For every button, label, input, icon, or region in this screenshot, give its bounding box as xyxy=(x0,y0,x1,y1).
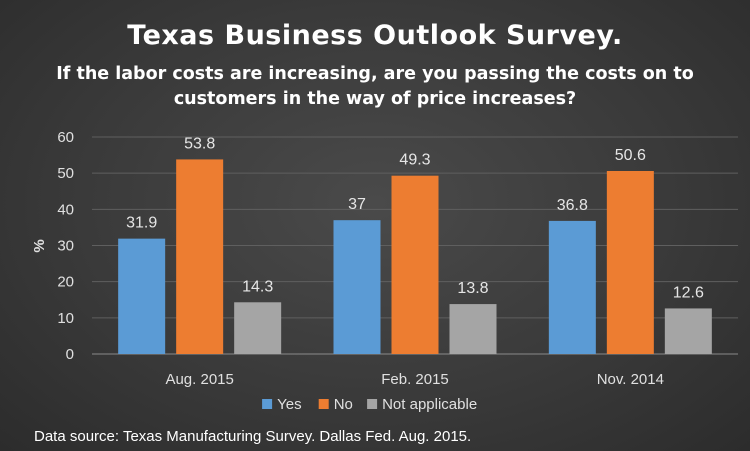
legend-label: Yes xyxy=(277,396,301,413)
chart-title: Texas Business Outlook Survey. xyxy=(127,20,623,51)
y-tick-label: 20 xyxy=(57,274,74,291)
bar-yes xyxy=(118,238,166,354)
chart-subtitle: If the labor costs are increasing, are y… xyxy=(56,64,694,109)
y-tick-label: 30 xyxy=(57,238,74,255)
y-tick-label: 60 xyxy=(57,129,74,146)
data-label: 31.9 xyxy=(126,215,157,232)
data-label: 50.6 xyxy=(615,147,646,164)
y-axis-label: % xyxy=(31,239,48,252)
legend-swatch xyxy=(318,399,329,409)
x-category-label: Aug. 2015 xyxy=(165,371,233,388)
bar-yes xyxy=(333,220,381,354)
y-tick-label: 0 xyxy=(66,346,74,363)
bar-no xyxy=(606,170,654,354)
x-category-label: Nov. 2014 xyxy=(597,371,664,388)
y-tick-label: 50 xyxy=(57,165,74,182)
y-tick-label: 40 xyxy=(57,201,74,218)
data-label: 13.8 xyxy=(457,280,488,297)
data-label: 36.8 xyxy=(557,197,588,214)
bar-no xyxy=(391,175,439,354)
legend-swatch xyxy=(367,399,378,409)
data-label: 14.3 xyxy=(242,278,273,295)
x-category-label: Feb. 2015 xyxy=(381,371,449,388)
legend-label: Not applicable xyxy=(382,396,477,413)
data-label: 53.8 xyxy=(184,135,215,152)
bar-no xyxy=(176,159,224,354)
y-tick-label: 10 xyxy=(57,310,74,327)
data-source-note: Data source: Texas Manufacturing Survey.… xyxy=(34,428,472,445)
bar-yes xyxy=(548,220,596,354)
legend-swatch xyxy=(262,399,273,409)
legend-label: No xyxy=(334,396,353,413)
data-label: 12.6 xyxy=(673,284,704,301)
bar-not-applicable xyxy=(449,304,497,354)
data-label: 37 xyxy=(348,196,366,213)
bar-not-applicable xyxy=(234,302,282,354)
bar-not-applicable xyxy=(664,308,712,354)
data-label: 49.3 xyxy=(399,152,430,169)
